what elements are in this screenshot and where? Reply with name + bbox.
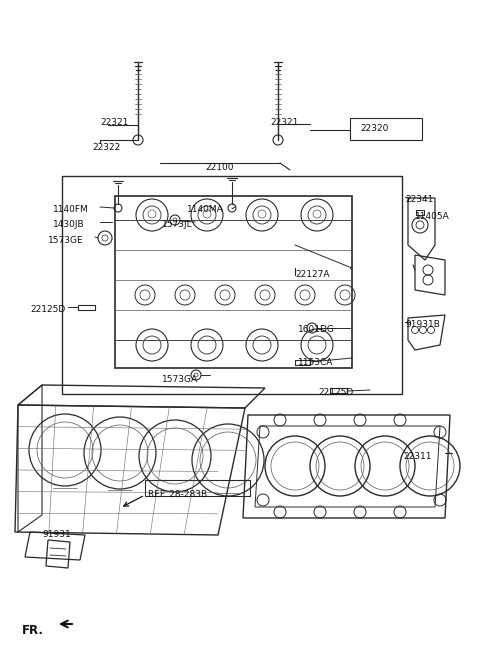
Text: 91931B: 91931B	[405, 320, 440, 329]
Text: 11405A: 11405A	[415, 212, 450, 221]
Text: 22341: 22341	[405, 195, 433, 204]
Text: 91931: 91931	[42, 530, 71, 539]
Text: 22127A: 22127A	[295, 270, 329, 279]
Text: 1153CA: 1153CA	[298, 358, 334, 367]
Text: 1573JL: 1573JL	[162, 220, 192, 229]
Text: REF. 28-283B: REF. 28-283B	[148, 490, 207, 499]
Text: 22125D: 22125D	[318, 388, 353, 397]
Bar	[350, 118, 422, 140]
Bar	[62, 176, 402, 394]
Text: 1573GE: 1573GE	[48, 236, 84, 245]
Text: FR.: FR.	[22, 624, 44, 637]
Text: 22311: 22311	[403, 452, 432, 461]
Text: 22322: 22322	[92, 143, 120, 152]
Text: 1140FM: 1140FM	[53, 205, 89, 214]
Text: 1140MA: 1140MA	[187, 205, 224, 214]
Bar	[145, 480, 250, 496]
Text: 1573GA: 1573GA	[162, 375, 198, 384]
Text: 1601DG: 1601DG	[298, 325, 335, 334]
Text: 1430JB: 1430JB	[53, 220, 84, 229]
Text: 22100: 22100	[205, 163, 233, 172]
Text: 22125D: 22125D	[30, 305, 65, 314]
Text: 22321: 22321	[270, 118, 299, 127]
Text: 22321: 22321	[100, 118, 128, 127]
Text: 22320: 22320	[360, 124, 388, 133]
